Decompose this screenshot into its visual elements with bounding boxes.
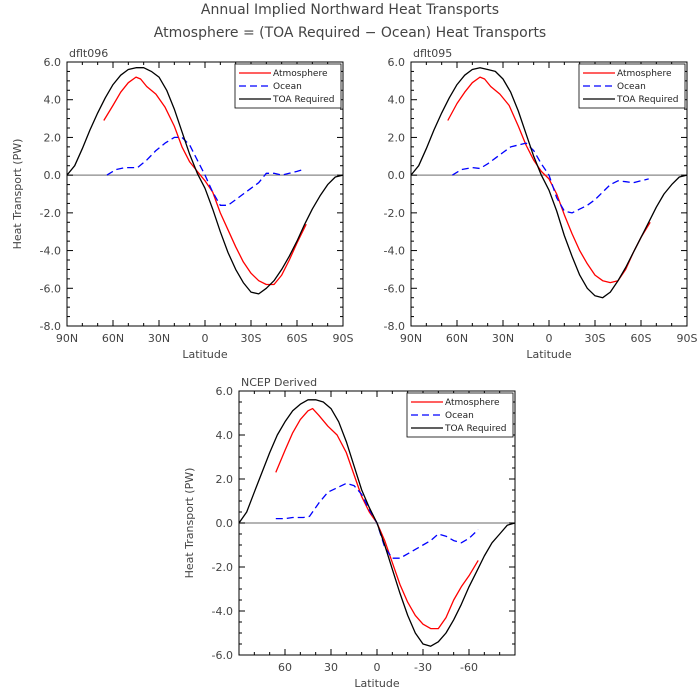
x-tick-label: 90S <box>677 332 698 345</box>
y-tick-label: 6.0 <box>216 385 234 398</box>
series-line-atmosphere <box>275 407 479 630</box>
chart-panel-dflt095: 90N 60N 30N 0 30S 60S 90S 6.0 4.0 2.0 0.0 -2.0 -4.0 -… <box>384 47 698 361</box>
y-tick-label: 4.0 <box>388 94 406 107</box>
legend-label: Ocean <box>445 411 474 421</box>
y-tick-label: 2.0 <box>216 473 234 486</box>
chart-panel-ncep-derived: 60 30 0 -30 -60 6.0 4.0 2.0 0.0 -2.0 -4.0 -6.0 Atmos… <box>183 376 516 690</box>
y-axis-title: Heat Transport (PW) <box>11 139 24 250</box>
y-tick-label: 4.0 <box>44 94 62 107</box>
x-axis-title: Latitude <box>354 677 400 690</box>
series-line-toa-required <box>238 399 516 647</box>
x-axis-title: Latitude <box>526 348 572 361</box>
panel-title: NCEP Derived <box>241 376 317 389</box>
x-tick-label: 60 <box>278 661 292 674</box>
panel-title: dflt095 <box>413 47 452 60</box>
y-tick-label: -2.0 <box>384 207 405 220</box>
x-tick-label: 90N <box>56 332 78 345</box>
y-tick-label: -8.0 <box>384 320 405 333</box>
panel-title: dflt096 <box>69 47 108 60</box>
legend-label: Atmosphere <box>617 69 672 79</box>
y-axis-title: Heat Transport (PW) <box>183 468 196 579</box>
y-tick-label: 2.0 <box>44 131 62 144</box>
series-line-ocean <box>452 142 649 214</box>
y-tick-label: -6.0 <box>40 282 61 295</box>
plot-frame <box>66 61 344 327</box>
x-tick-label: 30N <box>148 332 170 345</box>
plot-frame <box>238 390 516 656</box>
y-tick-label: 4.0 <box>216 429 234 442</box>
y-tick-label: -4.0 <box>40 245 61 258</box>
plot-frame <box>410 61 688 327</box>
x-tick-label: 90S <box>333 332 354 345</box>
y-tick-label: -6.0 <box>384 282 405 295</box>
series-line-atmosphere <box>447 76 651 284</box>
x-tick-label: 0 <box>202 332 209 345</box>
chart-panel-dflt096: 90N 60N 30N 0 30S 60S 90S 6.0 4.0 2.0 0.0 -2.0 -4.0 -… <box>11 47 354 361</box>
x-tick-label: -30 <box>414 661 432 674</box>
y-tick-label: -4.0 <box>384 245 405 258</box>
y-tick-label: 6.0 <box>44 56 62 69</box>
x-tick-label: 30S <box>585 332 606 345</box>
x-axis-title: Latitude <box>182 348 228 361</box>
x-tick-label: 30N <box>492 332 514 345</box>
y-tick-label: 6.0 <box>388 56 406 69</box>
x-tick-label: 60S <box>631 332 652 345</box>
x-tick-label: 0 <box>374 661 381 674</box>
series-line-ocean <box>275 482 479 559</box>
series-line-toa-required <box>410 67 688 299</box>
x-tick-label: -60 <box>460 661 478 674</box>
y-tick-label: -8.0 <box>40 320 61 333</box>
y-tick-label: -2.0 <box>212 561 233 574</box>
series-line-toa-required <box>66 67 344 295</box>
legend-label: TOA Required <box>616 95 679 105</box>
y-tick-label: -4.0 <box>212 605 233 618</box>
x-tick-label: 90N <box>400 332 422 345</box>
legend-label: Atmosphere <box>445 398 500 408</box>
legend-label: TOA Required <box>444 424 507 434</box>
x-tick-label: 60N <box>446 332 468 345</box>
x-tick-label: 30S <box>241 332 262 345</box>
legend-label: Ocean <box>273 82 302 92</box>
x-tick-label: 0 <box>546 332 553 345</box>
y-tick-label: 0.0 <box>388 169 406 182</box>
y-tick-label: 0.0 <box>216 517 234 530</box>
y-tick-label: 0.0 <box>44 169 62 182</box>
figure-title-line-2: Atmosphere = (TOA Required − Ocean) Heat… <box>154 25 546 41</box>
legend-label: TOA Required <box>272 95 335 105</box>
y-tick-label: -2.0 <box>40 207 61 220</box>
figure-title-line-1: Annual Implied Northward Heat Transports <box>201 2 499 18</box>
x-tick-label: 60N <box>102 332 124 345</box>
y-tick-label: 2.0 <box>388 131 406 144</box>
series-line-ocean <box>106 136 304 206</box>
series-line-atmosphere <box>103 76 307 286</box>
legend-label: Ocean <box>617 82 646 92</box>
x-tick-label: 60S <box>287 332 308 345</box>
y-tick-label: -6.0 <box>212 649 233 662</box>
legend-label: Atmosphere <box>273 69 328 79</box>
x-tick-label: 30 <box>324 661 338 674</box>
